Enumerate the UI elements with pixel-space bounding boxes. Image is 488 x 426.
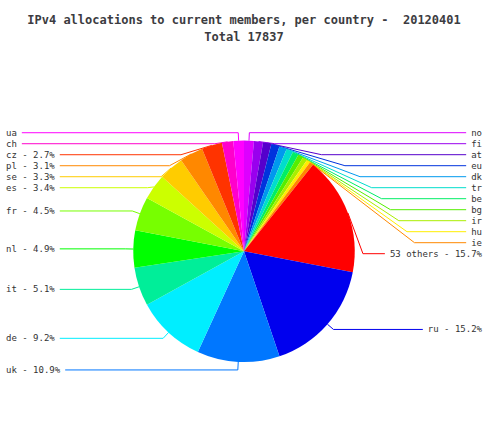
svg-text:hu: hu: [471, 227, 482, 237]
svg-text:de - 9.2%: de - 9.2%: [6, 333, 55, 343]
svg-text:uk - 10.9%: uk - 10.9%: [6, 365, 61, 375]
svg-text:es - 3.4%: es - 3.4%: [6, 183, 55, 193]
svg-text:cz - 2.7%: cz - 2.7%: [6, 150, 55, 160]
svg-text:dk: dk: [471, 172, 482, 182]
svg-text:tr: tr: [471, 183, 482, 193]
svg-text:fr - 4.5%: fr - 4.5%: [6, 206, 55, 216]
svg-text:eu: eu: [471, 161, 482, 171]
svg-text:fi: fi: [471, 139, 482, 149]
svg-text:no: no: [471, 128, 482, 138]
svg-text:ru - 15.2%: ru - 15.2%: [428, 324, 483, 334]
svg-text:be: be: [471, 194, 482, 204]
svg-text:Total 17837: Total 17837: [204, 30, 283, 44]
svg-text:ie: ie: [471, 238, 482, 248]
svg-text:IPv4 allocations to current me: IPv4 allocations to current members, per…: [27, 13, 460, 27]
svg-text:se - 3.3%: se - 3.3%: [6, 172, 55, 182]
svg-text:ua: ua: [6, 128, 17, 138]
svg-text:pl - 3.1%: pl - 3.1%: [6, 161, 55, 171]
svg-text:at: at: [471, 150, 482, 160]
svg-text:bg: bg: [471, 205, 482, 215]
svg-text:53 others - 15.7%: 53 others - 15.7%: [390, 249, 483, 259]
svg-text:ir: ir: [471, 216, 482, 226]
svg-text:ch: ch: [6, 139, 17, 149]
svg-text:nl - 4.9%: nl - 4.9%: [6, 244, 55, 254]
svg-text:it - 5.1%: it - 5.1%: [6, 284, 55, 294]
